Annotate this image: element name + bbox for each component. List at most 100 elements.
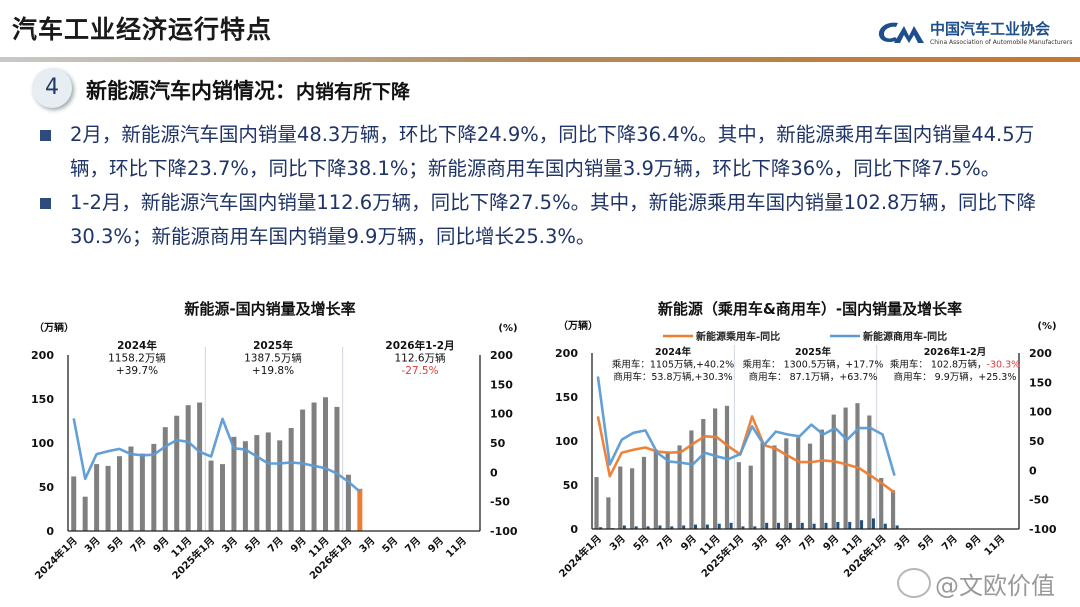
left-axis-unit: （万辆） xyxy=(558,319,598,332)
left-axis-tick: 50 xyxy=(563,479,579,492)
x-axis-tick: 9月 xyxy=(963,533,983,553)
passenger-yoy-line xyxy=(596,415,896,494)
annotation-line: -27.5% xyxy=(401,365,438,377)
bar-commercial xyxy=(895,525,899,529)
annotation-line: 2026年1-2月 xyxy=(385,339,454,352)
bar-passenger xyxy=(594,477,599,529)
chart-title: 新能源（乘用车&商用车）-国内销量及增长率 xyxy=(658,300,962,318)
bar-passenger xyxy=(879,477,884,529)
bar-passenger xyxy=(606,497,611,529)
bar-passenger xyxy=(618,466,623,529)
right-axis-tick: 0 xyxy=(1029,464,1037,477)
annotation-line: 1387.5万辆 xyxy=(244,352,302,365)
bar-passenger xyxy=(736,462,741,529)
bar xyxy=(71,476,77,531)
bar xyxy=(334,406,340,531)
x-axis-tick: 2024年1月 xyxy=(556,532,604,580)
bar-passenger xyxy=(772,445,777,529)
bar-commercial xyxy=(717,523,721,529)
x-axis-tick: 11月 xyxy=(982,533,1007,558)
slide-title: 汽车工业经济运行特点 xyxy=(12,15,273,44)
caam-logo-icon xyxy=(878,22,924,43)
bar-passenger xyxy=(689,430,694,529)
x-axis-tick: 5月 xyxy=(916,533,936,553)
caam-logo: 中国汽车工业协会 China Association of Automobile… xyxy=(876,16,1076,52)
bar xyxy=(174,415,180,531)
right-axis-tick: 200 xyxy=(1029,347,1052,360)
bar xyxy=(94,464,100,531)
annotation-text: 商用车： 87.1万辆，+63.7% xyxy=(749,371,878,383)
right-axis-tick: 150 xyxy=(1029,376,1052,389)
left-axis-tick: 100 xyxy=(555,435,578,448)
annotation-line: 商用车： 87.1万辆，+63.7% xyxy=(749,371,878,383)
right-axis-unit: (%) xyxy=(498,323,517,334)
right-axis-tick: 150 xyxy=(490,378,513,391)
bar xyxy=(105,465,111,531)
bar xyxy=(288,428,294,531)
bar-commercial xyxy=(670,526,674,529)
bar xyxy=(231,436,237,531)
right-axis-tick: -50 xyxy=(1029,494,1049,507)
section-header: 4 新能源汽车内销情况：内销有所下降 xyxy=(26,66,546,110)
bar-passenger xyxy=(630,468,635,529)
annotation-line: 2024年 xyxy=(655,346,691,358)
bullet-square-icon xyxy=(40,198,51,209)
left-axis-tick: 50 xyxy=(39,481,55,494)
bar xyxy=(277,440,283,531)
left-axis-tick: 150 xyxy=(555,391,578,404)
x-axis-tick: 9月 xyxy=(288,535,308,555)
bar-passenger xyxy=(831,414,836,529)
x-axis-tick: 7月 xyxy=(265,535,285,555)
chart-nev-domestic-sales: 新能源-国内销量及增长率 （万辆） (%) 0 50 100 150 200 -100 -50 0 5… xyxy=(31,300,518,582)
commercial-yoy-line xyxy=(596,376,896,476)
x-axis-tick: 3月 xyxy=(892,533,912,553)
bar-commercial xyxy=(788,522,792,529)
x-axis-tick: 3月 xyxy=(82,535,102,555)
x-axis-tick: 11月 xyxy=(444,535,469,560)
x-axis-tick: 3月 xyxy=(357,535,377,555)
annotation-text: 2026年1-2月 xyxy=(924,346,987,358)
bar-commercial xyxy=(599,527,603,529)
x-axis-tick: 5月 xyxy=(773,533,793,553)
bullet-item: 1-2月，新能源汽车国内销量112.6万辆，同比下降27.5%。其中，新能源乘用… xyxy=(38,186,1058,254)
annotation-text: +19.8% xyxy=(252,365,294,377)
right-axis-tick: -100 xyxy=(1029,523,1057,536)
annotation-line: 乘用车： 1300.5万辆，+17.7% xyxy=(743,359,884,371)
x-axis-tick: 7月 xyxy=(939,533,959,553)
bar-commercial xyxy=(658,525,662,529)
annotation-line: 商用车： 9.9万辆，+25.3% xyxy=(894,371,1017,383)
left-axis-tick: 0 xyxy=(46,525,54,538)
section-title: 新能源汽车内销情况：内销有所下降 xyxy=(86,75,410,105)
bar xyxy=(242,441,248,531)
bar-passenger xyxy=(867,415,872,529)
annotation-text: 2024年 xyxy=(117,339,157,352)
annotation-text: 2025年 xyxy=(795,346,831,358)
bullet-square-icon xyxy=(40,130,51,141)
annotation-text: 商用车： 9.9万辆，+25.3% xyxy=(894,371,1017,383)
bar xyxy=(197,402,203,531)
x-axis-tick: 7月 xyxy=(403,535,423,555)
logo-text-en: China Association of Automobile Manufact… xyxy=(930,39,1073,46)
watermark: @文欧价值 xyxy=(935,572,1055,600)
header-divider xyxy=(0,57,1080,62)
bar xyxy=(254,435,260,531)
bar-passenger xyxy=(843,407,848,529)
bullet-list: 2月，新能源汽车国内销量48.3万辆，环比下降24.9%，同比下降36.4%。其… xyxy=(38,118,1058,254)
bar-commercial xyxy=(694,524,698,529)
logo-text-cn: 中国汽车工业协会 xyxy=(930,20,1051,38)
annotation-text: 2025年 xyxy=(253,339,293,352)
annotation-line: 112.6万辆 xyxy=(394,352,445,365)
bar-commercial xyxy=(777,522,781,529)
chart-title: 新能源-国内销量及增长率 xyxy=(184,300,355,318)
right-axis-tick: 100 xyxy=(490,408,513,421)
bar-commercial xyxy=(848,521,852,529)
annotation-line: 1158.2万辆 xyxy=(108,352,166,365)
annotation-text: 2026年1-2月 xyxy=(385,339,454,352)
right-axis-tick: 0 xyxy=(490,466,498,479)
annotation-line: +19.8% xyxy=(252,365,294,377)
section-subtitle: 内销有所下降 xyxy=(296,81,411,103)
bar-commercial xyxy=(883,523,887,529)
x-axis-tick: 9月 xyxy=(426,535,446,555)
bar-passenger xyxy=(819,429,824,529)
bar-passenger xyxy=(855,403,860,529)
